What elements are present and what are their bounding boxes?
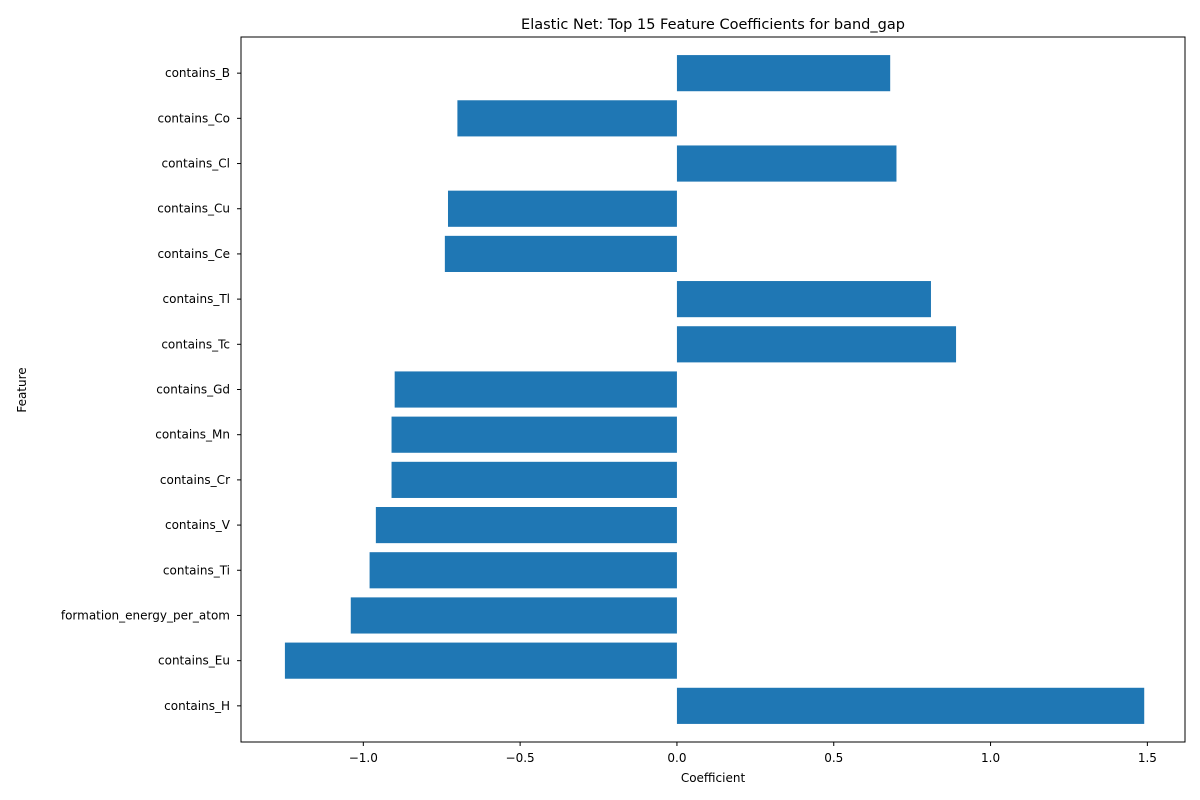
y-axis-title: Feature <box>15 367 29 412</box>
bar-contains-cu <box>447 190 677 227</box>
y-tick-label: contains_Tc <box>161 337 230 351</box>
x-tick-label: 0.0 <box>667 751 686 765</box>
bars-group <box>284 55 1145 724</box>
y-tick-label: contains_B <box>165 66 230 80</box>
bar-contains-cl <box>676 145 897 182</box>
y-tick-label: contains_Gd <box>156 383 230 397</box>
y-axis: contains_H contains_Eu formation_energy_pe… <box>61 66 241 713</box>
y-tick-label: contains_Cl <box>161 157 230 171</box>
bar-contains-h <box>676 687 1145 724</box>
x-tick-label: 1.5 <box>1138 751 1157 765</box>
x-axis: −1.0 −0.5 0.0 0.5 1.0 1.5 <box>349 742 1157 765</box>
y-tick-label: contains_Cu <box>157 202 230 216</box>
bar-contains-v <box>375 507 677 544</box>
bar-contains-cr <box>391 461 677 498</box>
y-tick-label: contains_Ce <box>157 247 230 261</box>
x-tick-label: 1.0 <box>981 751 1000 765</box>
y-tick-label: contains_Cr <box>160 473 230 487</box>
bar-contains-tc <box>676 326 957 363</box>
y-tick-label: formation_energy_per_atom <box>61 608 230 622</box>
y-tick-label: contains_Eu <box>158 654 230 668</box>
plot-frame <box>240 36 1186 743</box>
bar-contains-co <box>457 100 677 137</box>
bar-contains-gd <box>394 371 677 408</box>
bar-contains-b <box>676 55 891 92</box>
bar-formation-energy-per-atom <box>350 597 677 634</box>
bar-contains-ce <box>444 235 677 272</box>
x-tick-label: −0.5 <box>506 751 535 765</box>
bar-contains-mn <box>391 416 677 453</box>
y-tick-label: contains_Ti <box>163 563 230 577</box>
y-tick-label: contains_V <box>165 518 231 532</box>
bar-contains-eu <box>284 642 677 679</box>
bar-contains-tl <box>676 281 931 318</box>
y-tick-label: contains_H <box>164 699 230 713</box>
chart-title: Elastic Net: Top 15 Feature Coefficients… <box>521 17 905 33</box>
x-tick-label: −1.0 <box>349 751 378 765</box>
x-axis-title: Coefficient <box>681 771 746 785</box>
y-tick-label: contains_Co <box>157 111 230 125</box>
bar-contains-ti <box>369 552 677 589</box>
x-tick-label: 0.5 <box>824 751 843 765</box>
y-tick-label: contains_Tl <box>163 292 230 306</box>
y-tick-label: contains_Mn <box>155 428 230 442</box>
